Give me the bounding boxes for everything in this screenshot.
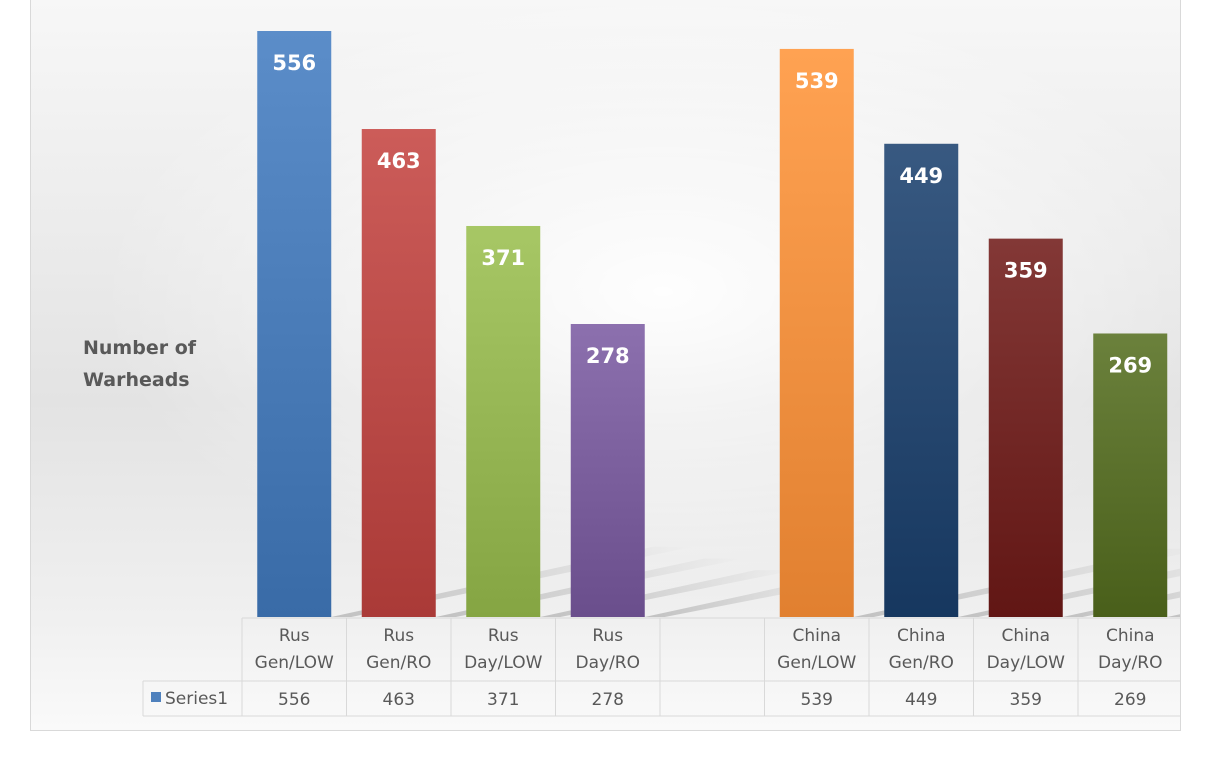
bar-data-label: 278 — [586, 344, 630, 368]
bar-data-label: 371 — [481, 246, 525, 270]
category-label: China — [1106, 626, 1155, 646]
table-cell-value: 539 — [801, 690, 833, 710]
bar — [466, 225, 541, 618]
category-label: Gen/LOW — [255, 653, 334, 673]
y-axis-title: Number of Warheads — [83, 337, 197, 391]
category-label: Gen/RO — [366, 653, 431, 673]
category-label: China — [792, 626, 841, 646]
table-cell-value: 269 — [1114, 690, 1146, 710]
category-label: Day/LOW — [464, 653, 543, 673]
chart-area: 556 463 371 278 539 449 359 269 Rus Gen/LOW 556 Ru… — [30, 0, 1181, 731]
chart-plot: 556 463 371 278 539 449 359 269 Rus Gen/LOW 556 Ru… — [142, 31, 1180, 717]
bar-data-label: 463 — [377, 149, 421, 173]
category-label: China — [1001, 626, 1050, 646]
category-label: Day/LOW — [987, 653, 1066, 673]
bar — [988, 238, 1063, 617]
table-cell-value: 278 — [592, 690, 624, 710]
table-cell-value: 449 — [905, 690, 937, 710]
table-cell-value: 359 — [1010, 690, 1042, 710]
category-label: Rus — [488, 626, 519, 646]
bar — [1093, 333, 1168, 617]
category-label: Rus — [592, 626, 623, 646]
category-label: Day/RO — [576, 653, 641, 673]
bar-data-label: 539 — [795, 69, 839, 93]
bar-data-label: 359 — [1004, 259, 1048, 283]
table-cell-value: 463 — [383, 690, 415, 710]
category-label: Gen/RO — [889, 653, 954, 673]
legend-key — [151, 692, 161, 702]
category-label: Rus — [383, 626, 414, 646]
table-cell-value: 556 — [278, 690, 310, 710]
bar — [570, 324, 645, 617]
bar-data-label: 269 — [1108, 353, 1152, 377]
bar — [257, 31, 332, 617]
bar — [884, 143, 959, 617]
bar — [361, 129, 436, 617]
table-cell-value: 371 — [487, 690, 519, 710]
category-label: Rus — [279, 626, 310, 646]
category-label: Gen/LOW — [777, 653, 856, 673]
legend-series-label: Series1 — [165, 689, 228, 709]
category-label: China — [897, 626, 946, 646]
category-label: Day/RO — [1098, 653, 1163, 673]
bar-data-label: 556 — [272, 51, 316, 75]
bar-shadow — [1167, 614, 1180, 617]
bar-data-label: 449 — [899, 164, 943, 188]
bar — [779, 48, 854, 618]
